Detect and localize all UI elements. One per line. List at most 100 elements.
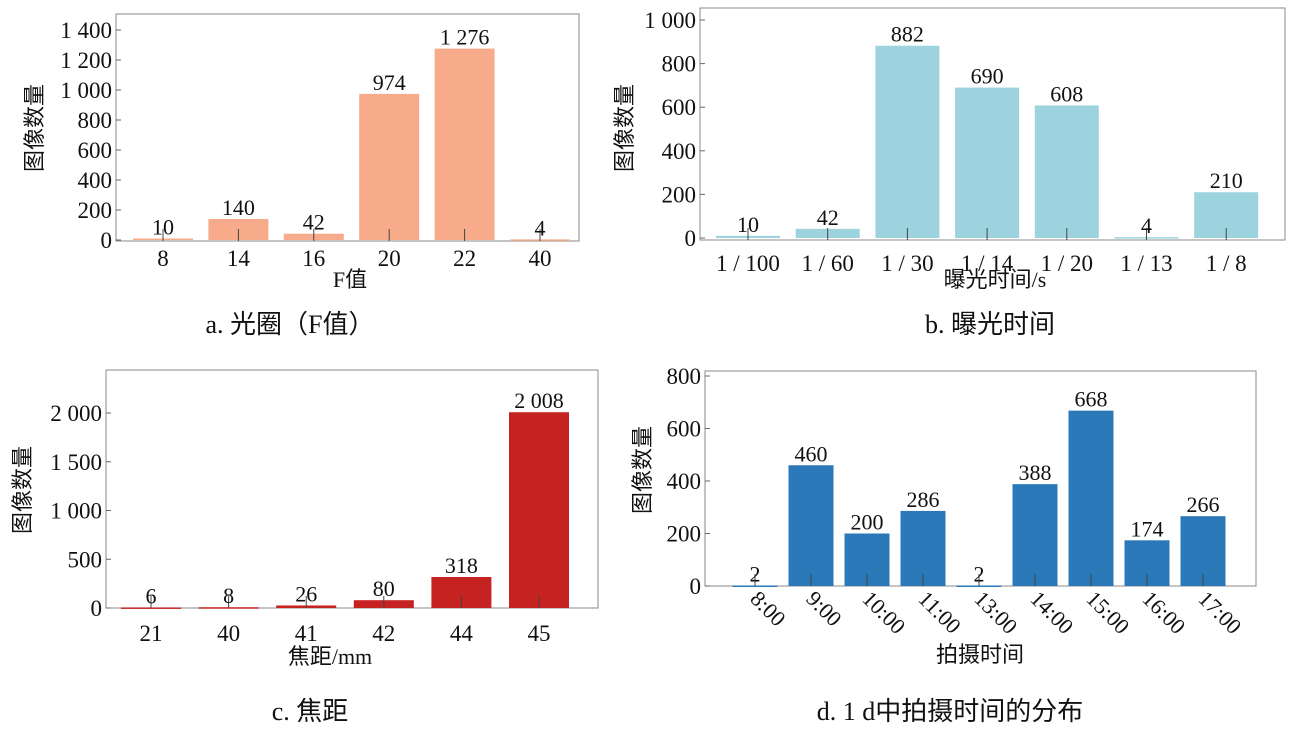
chart-panel-3: 020040060080028:004609:0020010:0028611:0… — [630, 364, 1257, 726]
bar — [509, 412, 569, 608]
bar — [956, 585, 1002, 587]
chart-panel-2: 0 500 1 000 1 500 2 000 6 21 8 40 26 41 80 42 318 44 2 … — [10, 369, 599, 726]
y-tick-label: 200 — [78, 198, 113, 223]
x-tick-label: 13:00 — [969, 586, 1022, 639]
x-tick-label: 11:00 — [913, 586, 966, 639]
data-label: 318 — [445, 553, 478, 578]
chart-panel-0: 0 200 400 600 800 1 000 1 200 1 400 10 8 140 14 42 16… — [22, 13, 580, 339]
data-label: 4 — [1141, 213, 1152, 238]
panel-caption: c. 焦距 — [272, 697, 349, 726]
bar — [434, 48, 495, 240]
y-tick-label: 0 — [690, 574, 702, 599]
data-label: 80 — [373, 576, 395, 601]
y-tick-label: 800 — [662, 52, 697, 77]
bar — [732, 585, 778, 587]
data-label: 668 — [1075, 387, 1108, 412]
data-label: 42 — [817, 205, 839, 230]
data-label: 2 008 — [514, 388, 564, 413]
x-tick-label: 9:00 — [801, 586, 846, 631]
y-tick-label: 1 000 — [644, 8, 696, 33]
x-tick-label: 16 — [302, 246, 325, 271]
x-tick-label: 1 / 20 — [1041, 251, 1093, 276]
plot-frame — [699, 7, 1286, 241]
y-tick-label: 400 — [78, 168, 113, 193]
x-tick-label: 1 / 30 — [881, 251, 933, 276]
x-tick-label: 42 — [372, 621, 395, 646]
x-tick-label: 1 / 8 — [1206, 251, 1247, 276]
data-label: 266 — [1187, 492, 1220, 517]
x-tick-label: 8 — [157, 246, 169, 271]
data-label: 140 — [222, 195, 255, 220]
y-tick-label: 0 — [101, 228, 113, 253]
bar — [875, 45, 940, 238]
data-label: 690 — [971, 64, 1004, 89]
x-tick-label: 15:00 — [1081, 586, 1134, 639]
y-tick-label: 1 000 — [60, 78, 112, 103]
y-tick-label: 0 — [91, 596, 103, 621]
x-tick-label: 1 / 13 — [1120, 251, 1172, 276]
x-axis-label: 曝光时间/s — [944, 267, 1047, 292]
panel-caption: a. 光圈（F值） — [205, 310, 374, 339]
x-axis-label: F值 — [333, 267, 367, 292]
y-tick-label: 500 — [68, 547, 103, 572]
y-tick-label: 1 400 — [60, 18, 112, 43]
x-tick-label: 14 — [227, 246, 251, 271]
y-tick-label: 600 — [78, 138, 113, 163]
bar — [1012, 484, 1058, 586]
y-tick-label: 1 500 — [50, 450, 102, 475]
y-tick-label: 2 000 — [50, 401, 102, 426]
data-label: 388 — [1019, 460, 1052, 485]
data-label: 26 — [295, 581, 317, 606]
data-label: 1 276 — [440, 25, 490, 50]
y-tick-label: 400 — [667, 469, 702, 494]
x-tick-label: 16:00 — [1137, 586, 1190, 639]
data-label: 174 — [1131, 516, 1164, 541]
x-tick-label: 40 — [217, 621, 240, 646]
data-label: 286 — [907, 487, 940, 512]
x-tick-label: 14:00 — [1025, 586, 1078, 639]
bar — [1068, 410, 1114, 586]
y-tick-label: 400 — [662, 139, 697, 164]
x-tick-label: 17:00 — [1193, 586, 1246, 639]
bar — [121, 607, 181, 609]
plot-frame — [115, 13, 580, 242]
x-tick-label: 8:00 — [745, 586, 790, 631]
x-tick-label: 41 — [295, 621, 318, 646]
x-tick-label: 21 — [140, 621, 163, 646]
y-tick-label: 800 — [667, 364, 702, 389]
panel-caption: b. 曝光时间 — [925, 310, 1055, 339]
y-tick-label: 200 — [667, 522, 702, 547]
x-tick-label: 44 — [450, 621, 474, 646]
bar — [788, 465, 834, 586]
x-tick-label: 1 / 14 — [961, 251, 1014, 276]
data-label: 4 — [535, 215, 546, 240]
data-label: 42 — [303, 210, 325, 235]
data-label: 460 — [795, 441, 828, 466]
y-axis-label: 图像数量 — [630, 426, 655, 514]
x-tick-label: 1 / 60 — [802, 251, 854, 276]
data-label: 10 — [152, 215, 174, 240]
data-label: 200 — [851, 510, 884, 535]
bar — [900, 510, 946, 586]
bar — [1034, 105, 1099, 239]
x-axis-label: 拍摄时间 — [936, 642, 1024, 667]
data-label: 882 — [891, 22, 924, 47]
x-tick-label: 40 — [529, 246, 552, 271]
y-axis-label: 图像数量 — [612, 84, 637, 172]
y-axis-label: 图像数量 — [10, 446, 35, 534]
plot-frame — [105, 369, 599, 609]
y-tick-label: 600 — [662, 95, 697, 120]
x-tick-label: 20 — [378, 246, 401, 271]
x-tick-label: 1 / 100 — [716, 251, 780, 276]
panel-caption: d. 1 d中拍摄时间的分布 — [817, 697, 1084, 726]
data-label: 2 — [974, 561, 985, 586]
data-label: 974 — [373, 70, 406, 95]
data-label: 210 — [1210, 168, 1243, 193]
data-label: 608 — [1050, 81, 1083, 106]
data-label: 8 — [223, 583, 234, 608]
y-tick-label: 0 — [685, 226, 697, 251]
plot-frame — [704, 370, 1257, 587]
bar — [359, 93, 420, 241]
y-tick-label: 600 — [667, 417, 702, 442]
